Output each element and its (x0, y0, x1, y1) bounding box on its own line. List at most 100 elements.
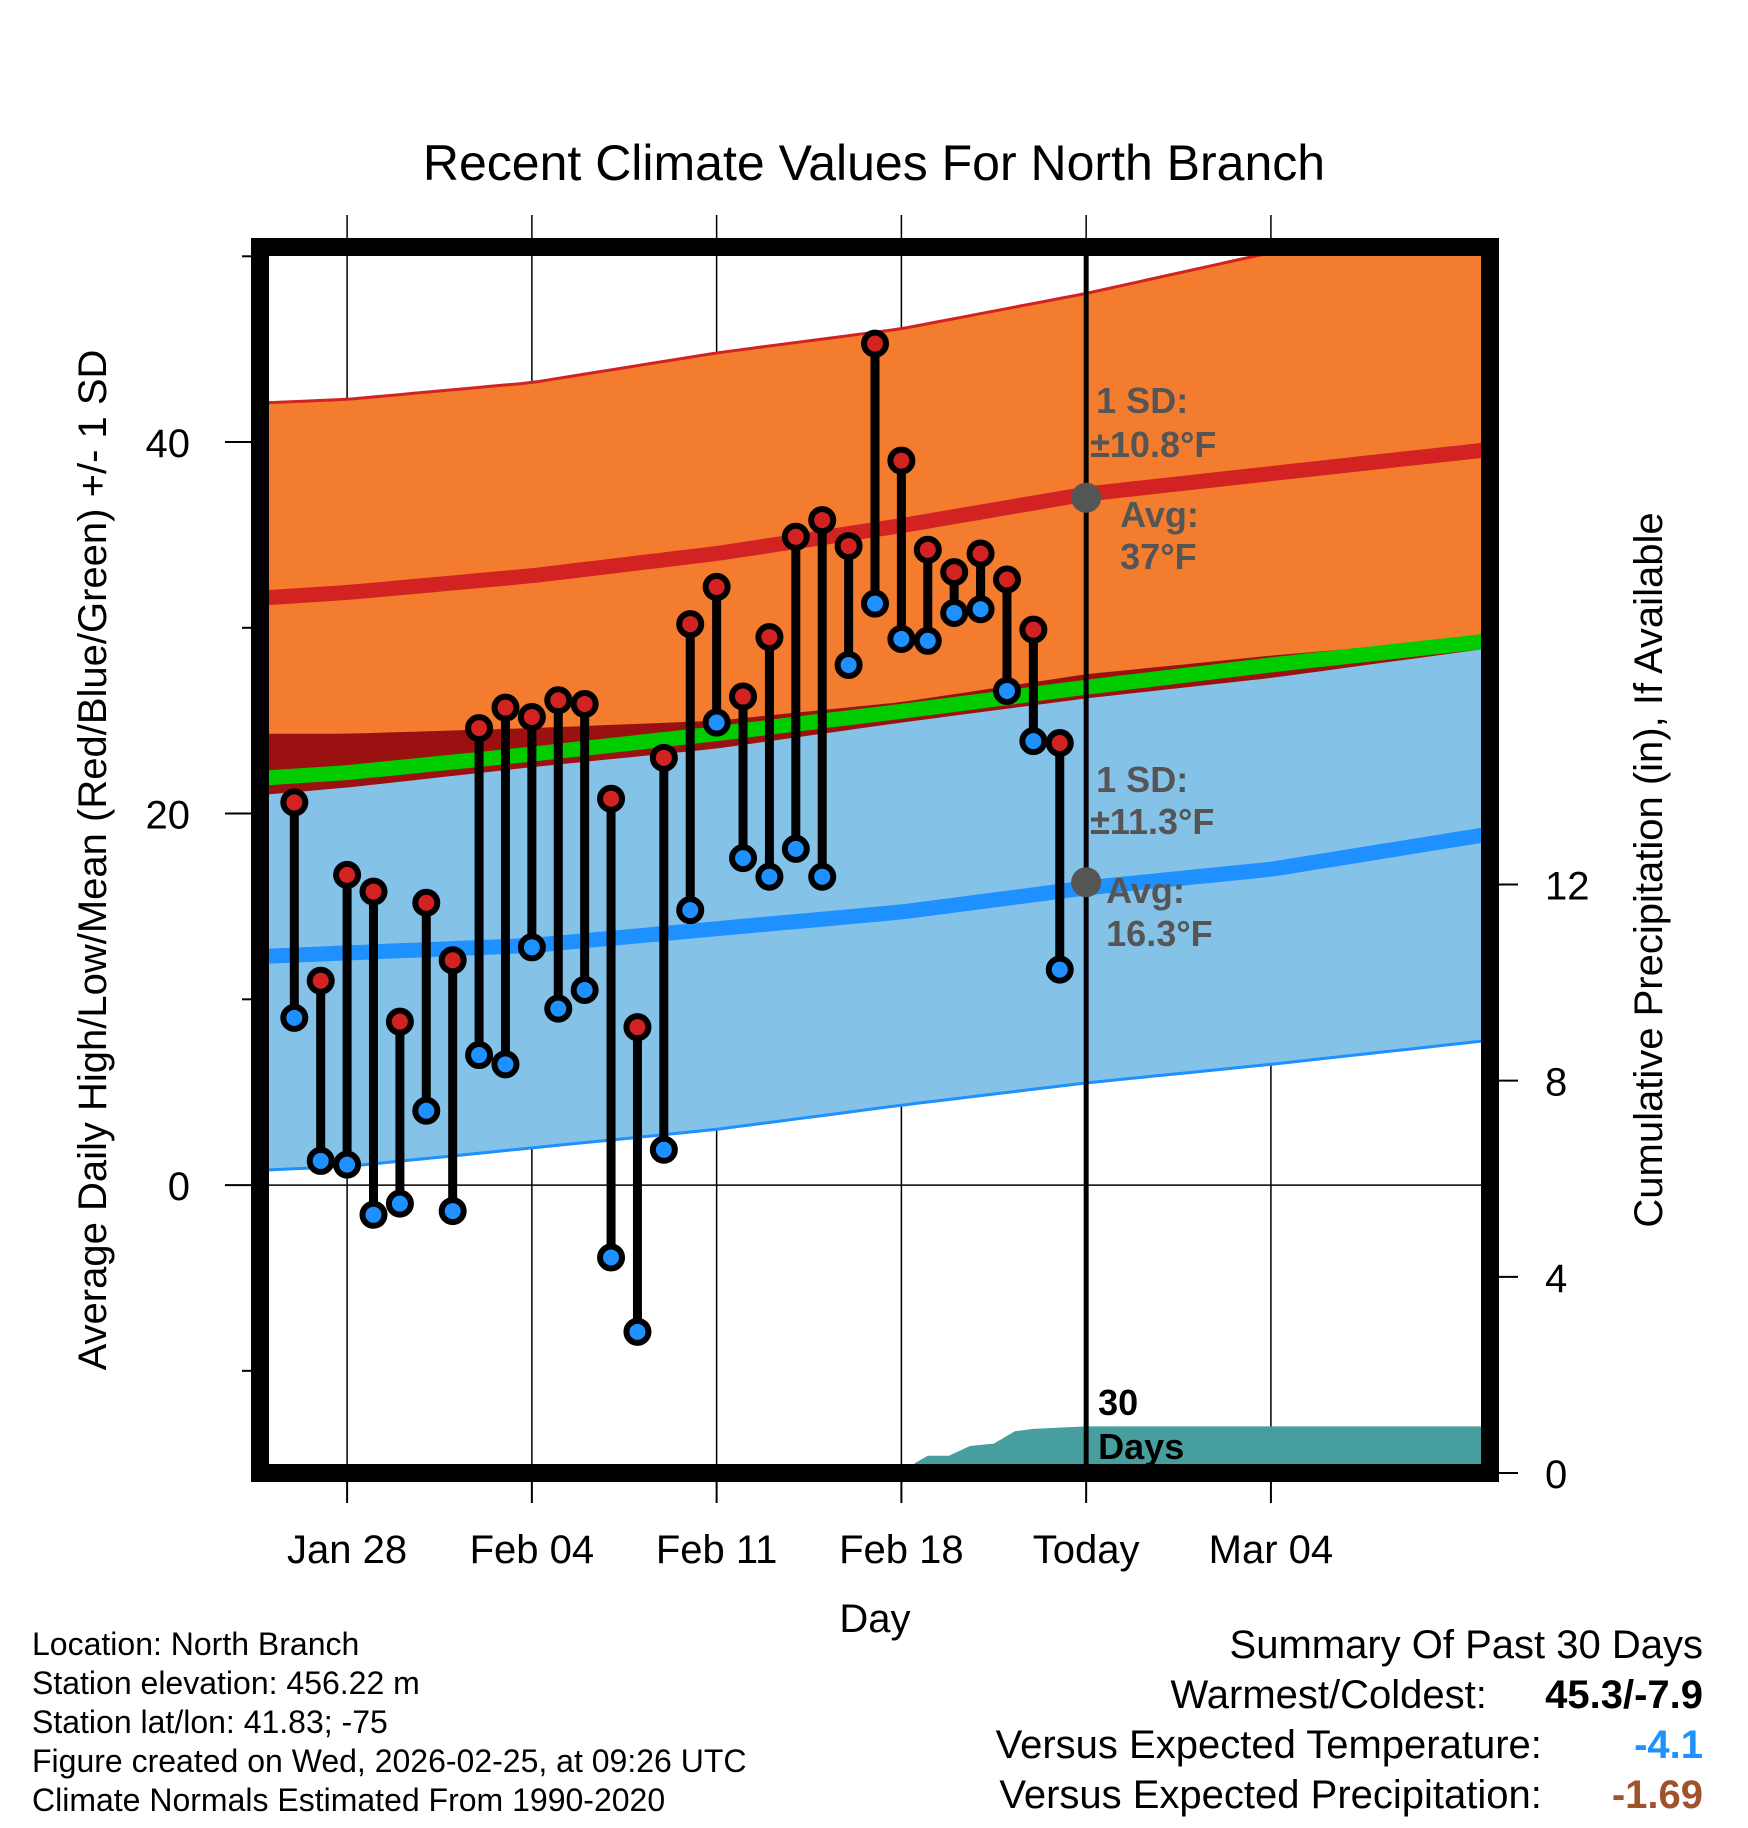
days-count-label: Days (1098, 1426, 1184, 1467)
high-sd-value: ±10.8°F (1090, 424, 1216, 465)
daily-low-point (280, 1003, 309, 1032)
daily-high-point (438, 946, 467, 975)
daily-low-point (385, 1189, 414, 1218)
daily-high-point (412, 888, 441, 917)
low-avg-value: 16.3°F (1106, 913, 1212, 954)
y-tick-label: 0 (168, 1165, 190, 1209)
daily-high-point (333, 860, 362, 889)
daily-low-point (966, 595, 995, 624)
daily-high-point (306, 966, 335, 995)
daily-high-point (623, 1013, 652, 1042)
daily-low-point (861, 589, 889, 618)
daily-high-point (755, 623, 784, 652)
summary-warmest-row: Warmest/Coldest: 45.3/-7.9 (996, 1670, 1704, 1720)
x-tick-label: Jan 28 (287, 1528, 407, 1572)
days-count-number: 30 (1098, 1382, 1138, 1423)
summary-warmest-label: Warmest/Coldest: (1170, 1673, 1487, 1717)
info-latlon: Station lat/lon: 41.83; -75 (32, 1704, 388, 1740)
daily-low-point (465, 1041, 494, 1070)
precipitation (914, 1426, 1490, 1473)
summary-precip-label: Versus Expected Precipitation: (999, 1773, 1542, 1817)
plot-frame (251, 238, 1499, 1482)
daily-high-point (966, 539, 995, 568)
summary-precip-row: Versus Expected Precipitation: -1.69 (996, 1770, 1703, 1820)
station-info: Location: North Branch Station elevation… (32, 1625, 746, 1820)
daily-low-point (306, 1146, 335, 1175)
summary-temp-value: -4.1 (1634, 1723, 1703, 1767)
y2-tick-label: 12 (1545, 865, 1590, 909)
daily-low-point (676, 896, 705, 925)
daily-low-point (755, 862, 784, 891)
daily-high-point (544, 686, 573, 715)
daily-high-point (676, 610, 705, 639)
summary-title: Summary Of Past 30 Days (1229, 1623, 1703, 1667)
x-tick-label: Mar 04 (1209, 1528, 1334, 1572)
info-elevation: Station elevation: 456.22 m (32, 1665, 420, 1701)
daily-low-point (438, 1197, 467, 1226)
daily-high-point (887, 446, 916, 475)
high-avg-label: Avg: (1120, 494, 1199, 535)
high-sd-label: 1 SD: (1096, 380, 1188, 421)
daily-high-point (834, 532, 863, 561)
daily-low-point (992, 676, 1021, 705)
daily-low-point (834, 650, 863, 679)
daily-low-point (808, 862, 837, 891)
daily-high-point (491, 693, 520, 722)
daily-low-point (359, 1200, 388, 1229)
low-sd-label: 1 SD: (1096, 759, 1188, 800)
x-tick-label: Today (1033, 1528, 1140, 1572)
low-average-marker (1071, 867, 1102, 898)
summary-temp-label: Versus Expected Temperature: (995, 1723, 1542, 1767)
daily-low-point (649, 1135, 678, 1164)
daily-high-point (913, 535, 942, 564)
high-average-marker (1071, 482, 1102, 513)
daily-low-point (544, 994, 573, 1023)
daily-low-point (1045, 955, 1074, 984)
daily-low-point (702, 708, 731, 737)
low-lower-line (260, 1038, 1490, 1172)
daily-high-point (992, 565, 1021, 594)
y-tick-label: 20 (146, 794, 191, 838)
daily-low-point (729, 844, 758, 873)
x-axis-label: Day (839, 1597, 910, 1641)
info-created: Figure created on Wed, 2026-02-25, at 09… (32, 1743, 747, 1779)
daily-high-point (597, 784, 626, 813)
low-avg-label: Avg: (1106, 870, 1185, 911)
daily-low-point (517, 933, 546, 962)
daily-values (280, 329, 1074, 1346)
y2-tick-label: 4 (1545, 1257, 1567, 1301)
daily-high-point (517, 702, 546, 731)
daily-high-point (861, 329, 889, 358)
daily-low-point (570, 976, 599, 1005)
daily-high-point (1019, 615, 1048, 644)
daily-low-point (940, 598, 969, 627)
daily-high-point (385, 1007, 414, 1036)
daily-high-point (702, 572, 731, 601)
daily-high-point (649, 743, 678, 772)
summary-precip-value: -1.69 (1611, 1773, 1703, 1817)
daily-low-point (913, 626, 942, 655)
daily-low-point (887, 624, 916, 653)
summary-warmest-value: 45.3/-7.9 (1545, 1673, 1703, 1717)
x-tick-label: Feb 04 (470, 1528, 595, 1572)
daily-low-point (333, 1150, 362, 1179)
daily-high-point (808, 506, 837, 535)
daily-low-point (623, 1317, 652, 1346)
y-axis-label: Average Daily High/Low/Mean (Red/Blue/Gr… (71, 350, 115, 1371)
info-location: Location: North Branch (32, 1626, 360, 1662)
daily-low-point (597, 1243, 626, 1272)
normal-low-line (260, 826, 1490, 965)
daily-low-point (412, 1096, 441, 1125)
daily-low-point (1019, 727, 1048, 756)
summary-panel: Summary Of Past 30 Days Warmest/Coldest:… (996, 1620, 1703, 1820)
daily-high-point (940, 558, 969, 587)
daily-low-point (491, 1050, 520, 1079)
summary-temp-row: Versus Expected Temperature: -4.1 (996, 1720, 1703, 1770)
daily-high-point (729, 682, 758, 711)
y-tick-label: 40 (146, 422, 191, 466)
daily-low-point (781, 834, 810, 863)
daily-high-point (359, 877, 388, 906)
x-tick-label: Feb 18 (839, 1528, 964, 1572)
y2-axis-label: Cumulative Precipitation (in), If Availa… (1627, 512, 1671, 1227)
